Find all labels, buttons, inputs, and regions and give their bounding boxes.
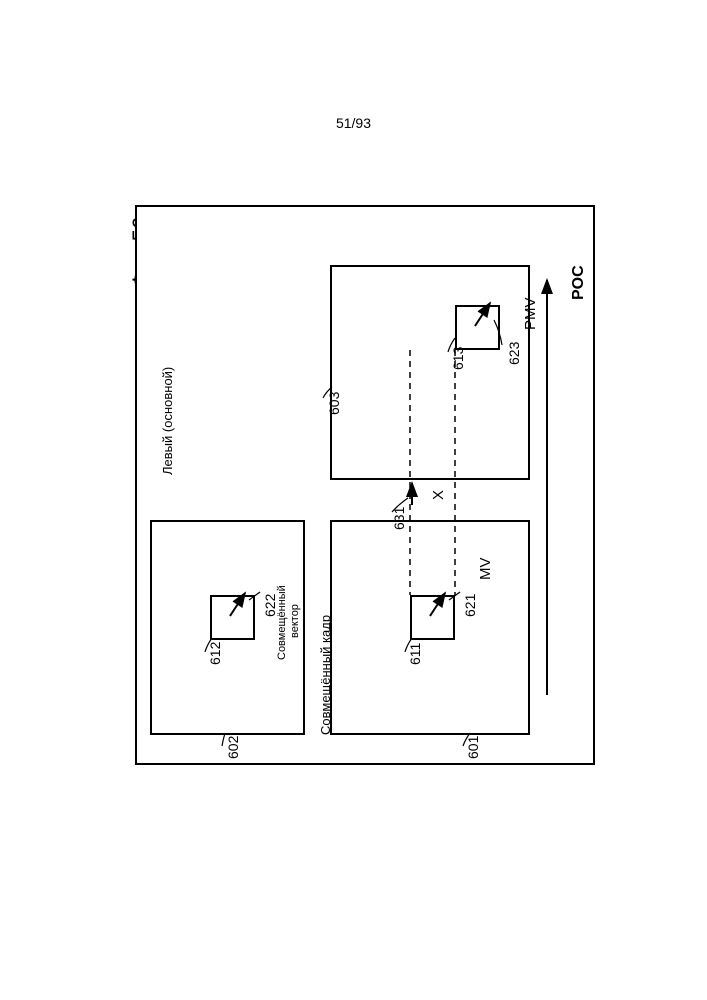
ref-603: 603 <box>326 392 342 415</box>
label-colocated-vector-1: Совмещённый <box>276 585 288 660</box>
ref-611: 611 <box>407 643 423 665</box>
ref-631: 631 <box>391 507 407 530</box>
label-colocated-vector-2: вектор <box>289 604 301 638</box>
label-x: X <box>430 490 447 500</box>
ref-612: 612 <box>207 642 223 665</box>
box-613 <box>455 305 500 350</box>
frame-603 <box>330 265 530 480</box>
ref-623: 623 <box>506 342 522 365</box>
ref-621: 621 <box>462 594 478 617</box>
row-label-left: Левый (основной) <box>160 367 175 475</box>
box-612 <box>210 595 255 640</box>
ref-602: 602 <box>225 736 241 759</box>
label-mv: MV <box>477 558 494 581</box>
page-number: 51/93 <box>0 115 707 131</box>
label-pmv: PMV <box>522 297 539 330</box>
ref-613: 613 <box>450 347 466 370</box>
box-611 <box>410 595 455 640</box>
ref-601: 601 <box>465 736 481 759</box>
poc-label: POC <box>570 265 588 300</box>
